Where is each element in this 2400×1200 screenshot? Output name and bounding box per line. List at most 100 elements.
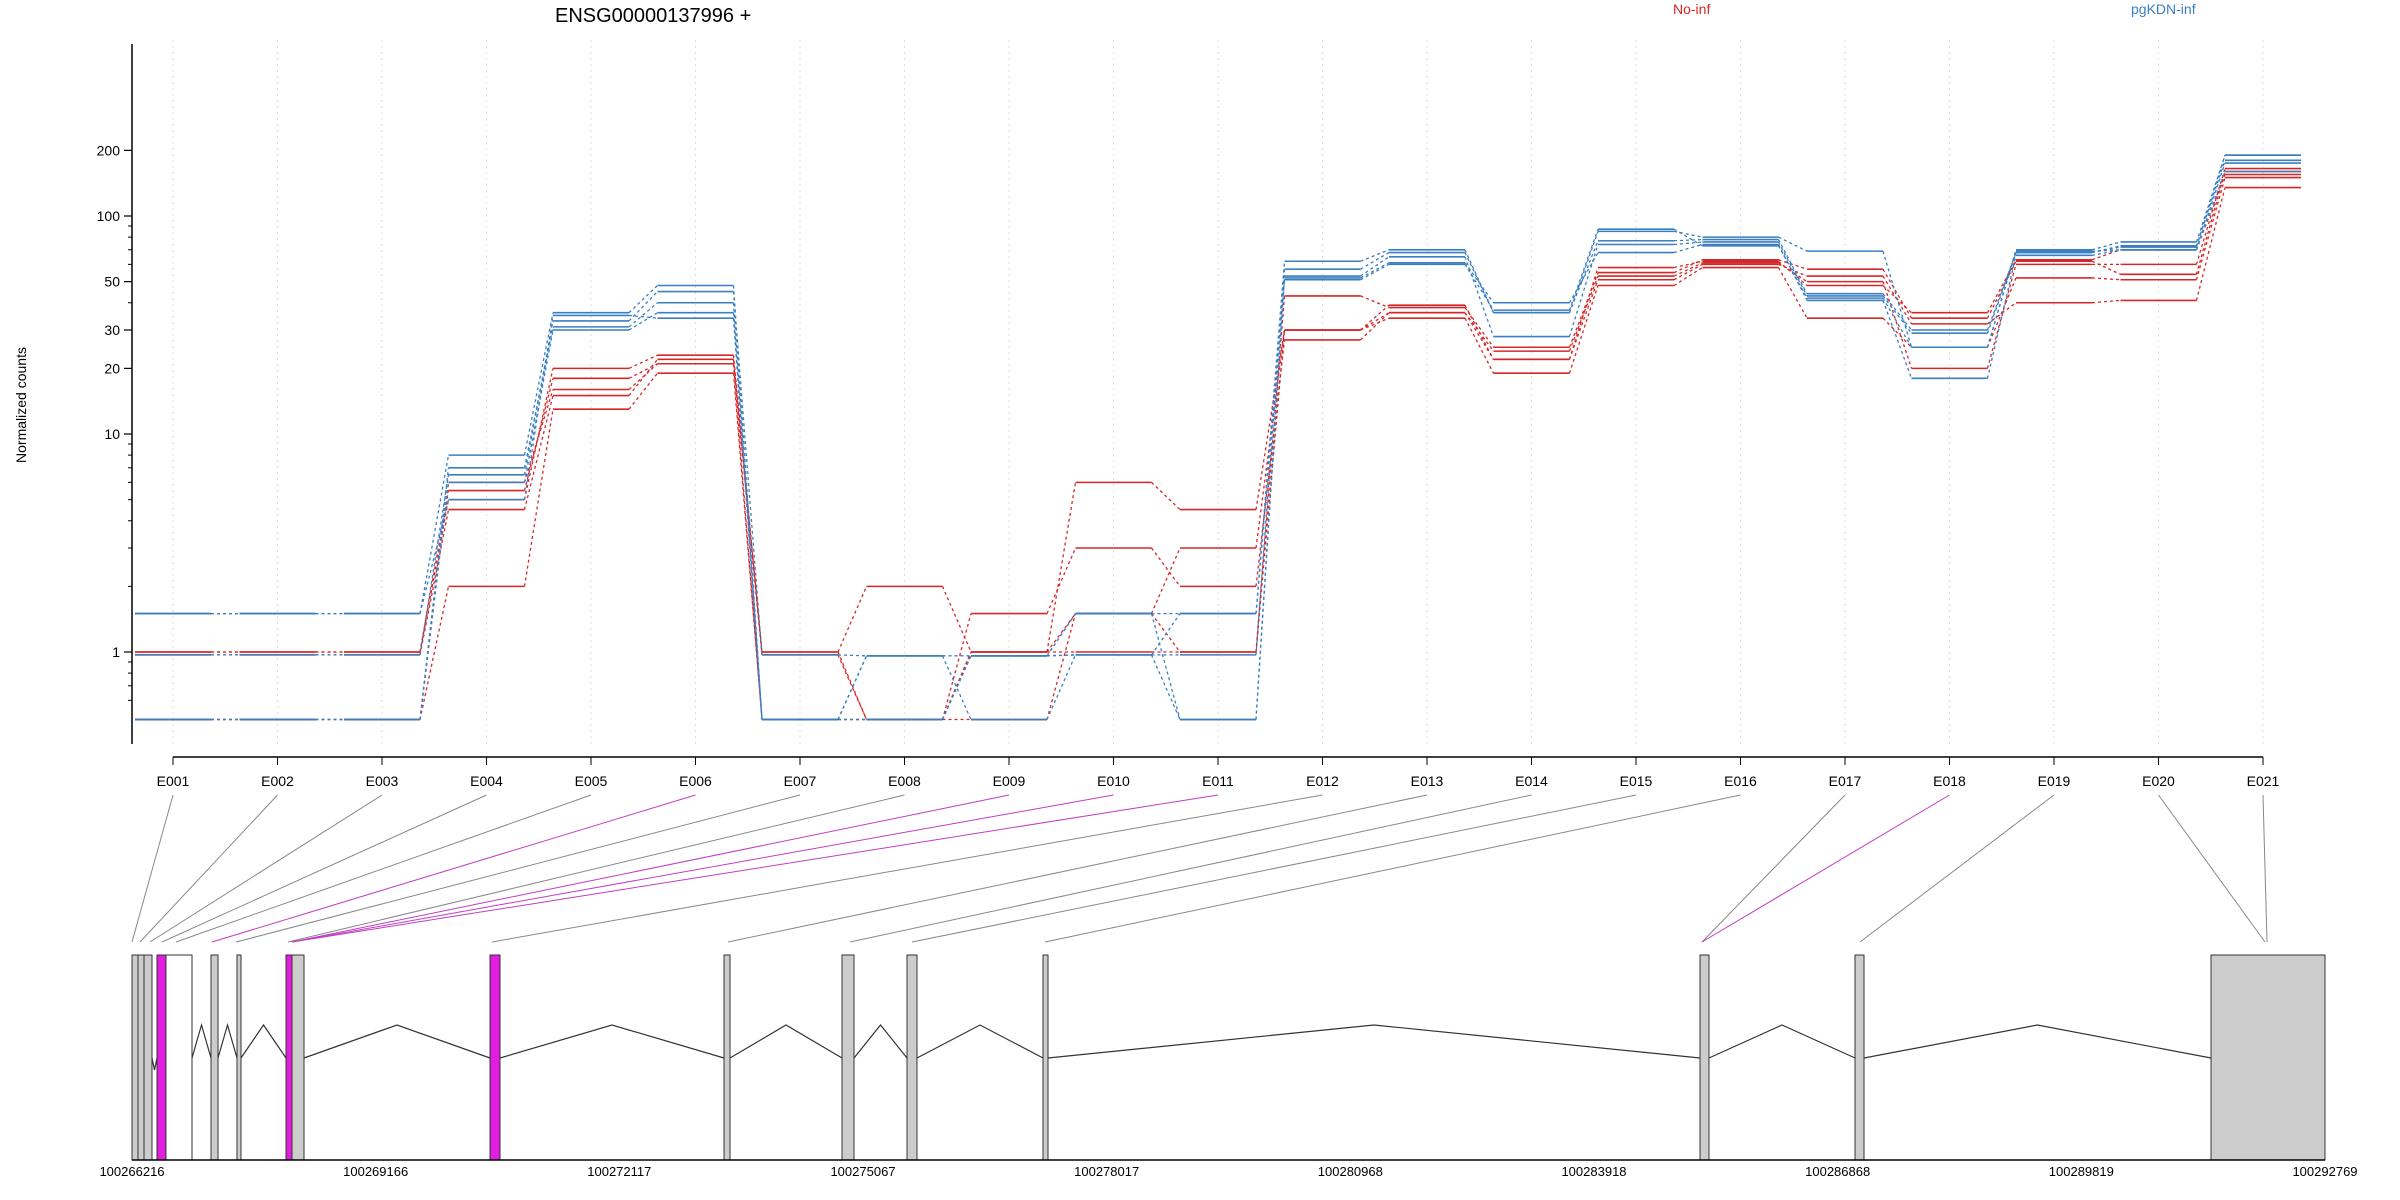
series-1-connector — [2091, 299, 2121, 304]
connector-E021 — [2262, 794, 2268, 943]
series-8-connector — [1568, 252, 1599, 304]
connector-E010 — [291, 794, 1114, 943]
connector-E007 — [235, 794, 801, 943]
exon-block-11 — [841, 954, 855, 1161]
series-4-connector — [628, 358, 659, 397]
series-6-connector — [1673, 238, 1703, 242]
exon-block-14 — [1699, 954, 1710, 1161]
series-4-connector — [523, 395, 554, 510]
series-3-connector — [1568, 275, 1599, 352]
x-tick-label-E010: E010 — [1097, 773, 1130, 789]
series-9-connector — [1464, 264, 1495, 311]
series-8-connector — [2091, 249, 2121, 256]
exon-block-3 — [156, 954, 167, 1161]
series-6-connector — [1568, 240, 1599, 313]
connector-E017 — [1701, 794, 1846, 943]
series-7-connector — [1986, 252, 2017, 334]
series-1-connector — [1150, 613, 1181, 653]
series-9-connector — [628, 314, 658, 319]
series-4-connector — [1046, 613, 1077, 720]
series-1-connector — [732, 373, 763, 720]
series-3-connector — [1150, 547, 1181, 587]
series-0 — [135, 170, 2301, 653]
series-6-connector — [1777, 239, 1808, 295]
intron-10 — [1708, 1024, 1856, 1059]
series-2-connector — [1151, 481, 1181, 511]
series-8-connector — [1150, 654, 1181, 720]
genomic-coordinate-label: 100292769 — [2292, 1164, 2357, 1179]
intron-2 — [217, 1022, 238, 1059]
intron-1 — [191, 1022, 212, 1059]
series-7-connector — [1777, 241, 1808, 297]
series-0-connector — [941, 586, 972, 653]
connector-E009 — [291, 794, 1010, 943]
series-8-connector — [1255, 277, 1286, 720]
intron-0 — [151, 1057, 158, 1071]
y-tick-label: 1 — [112, 644, 120, 660]
x-tick-label-E021: E021 — [2247, 773, 2280, 789]
series-4-connector — [1673, 260, 1703, 269]
series-1 — [135, 186, 2301, 721]
x-tick-label-E008: E008 — [888, 773, 921, 789]
intron-4 — [303, 1024, 491, 1059]
series-3-connector — [1360, 312, 1390, 341]
series-5-connector — [2091, 241, 2121, 251]
x-tick-label-E005: E005 — [575, 773, 608, 789]
series-3-connector — [1046, 547, 1077, 614]
connector-E018 — [1701, 794, 1950, 943]
x-tick-label-E007: E007 — [784, 773, 817, 789]
series-5-connector — [1673, 230, 1703, 238]
series-1-connector — [1464, 312, 1495, 360]
exon-block-6 — [236, 954, 242, 1161]
x-tick-label-E001: E001 — [157, 773, 190, 789]
series-1-connector — [419, 586, 450, 720]
exon-block-4 — [165, 954, 193, 1161]
intron-11 — [1863, 1024, 2212, 1059]
genomic-coordinate-label: 100283918 — [1561, 1164, 1626, 1179]
y-tick-label: 100 — [97, 208, 121, 224]
connector-E016 — [1044, 794, 1741, 943]
series-5-connector — [523, 312, 554, 456]
series-7-connector — [628, 302, 658, 328]
series-6-connector — [628, 291, 658, 322]
series-8-connector — [419, 482, 450, 720]
exon-block-9 — [489, 954, 501, 1161]
series-4-connector — [1986, 259, 2017, 314]
exon-block-5 — [210, 954, 219, 1161]
series-0-connector — [1464, 307, 1495, 348]
x-tick-label-E012: E012 — [1306, 773, 1339, 789]
x-tick-label-E018: E018 — [1933, 773, 1966, 789]
vertical-gridlines — [172, 40, 2264, 744]
series-0-connector — [1778, 259, 1808, 270]
series-3-connector — [1882, 281, 1913, 369]
series-7-connector — [1360, 256, 1390, 277]
series-9-connector — [1360, 263, 1390, 281]
x-tick-label-E002: E002 — [261, 773, 294, 789]
genomic-coordinate-label: 100289819 — [2049, 1164, 2114, 1179]
series-2-connector — [941, 651, 972, 720]
series-8-connector — [523, 329, 554, 483]
intron-8 — [916, 1024, 1044, 1059]
exon-block-0 — [131, 954, 139, 1161]
series-5-connector — [1778, 236, 1808, 252]
series-4-connector — [2091, 249, 2121, 261]
connector-E015 — [911, 794, 1637, 943]
exon-block-10 — [723, 954, 731, 1161]
series-0-connector — [1568, 272, 1599, 348]
x-tick-label-E009: E009 — [993, 773, 1026, 789]
series-lines — [135, 154, 2301, 721]
series-4-connector — [1568, 267, 1599, 360]
series-9-connector — [523, 315, 554, 500]
series-6-connector — [1360, 251, 1390, 270]
x-tick-label-E013: E013 — [1411, 773, 1444, 789]
series-6-connector — [523, 320, 554, 475]
series-3-connector — [1673, 262, 1703, 277]
y-tick-label: 200 — [97, 142, 121, 158]
x-tick-label-E017: E017 — [1829, 773, 1862, 789]
genomic-coordinate-label: 100278017 — [1074, 1164, 1139, 1179]
series-3-connector — [2195, 168, 2226, 265]
series-2-connector — [1046, 482, 1077, 653]
series-3-connector — [1986, 264, 2017, 369]
connector-E013 — [727, 794, 1428, 943]
series-7-connector — [1150, 613, 1181, 720]
